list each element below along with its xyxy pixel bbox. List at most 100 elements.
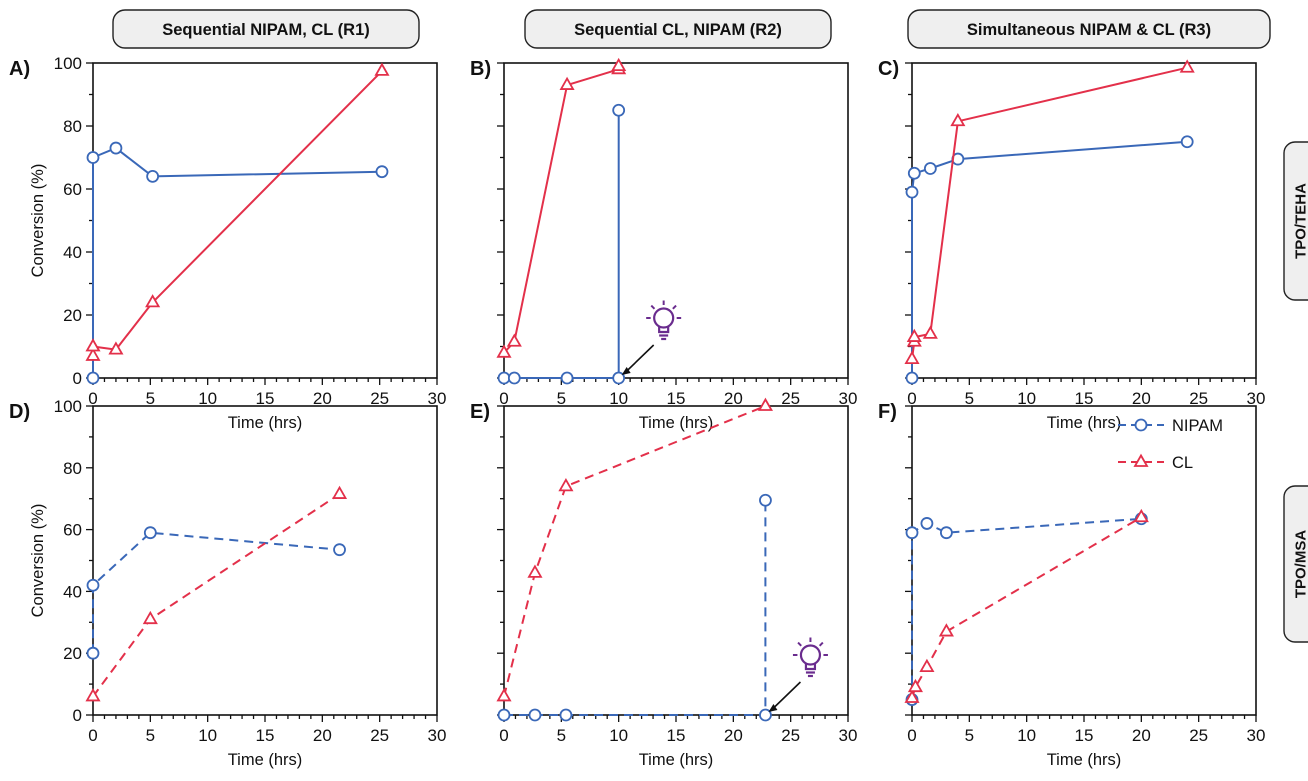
- y-tick-label: 80: [63, 117, 82, 136]
- x-tick-label: 20: [1132, 389, 1151, 408]
- series-nipam: [86, 141, 389, 385]
- x-tick-label: 0: [499, 389, 508, 408]
- panel-label: C): [878, 58, 899, 80]
- series-line-cl: [503, 405, 766, 697]
- x-tick-label: 15: [256, 726, 275, 745]
- data-point-nipam: [923, 162, 937, 175]
- row-label-teha: TPO/TEHA: [1283, 141, 1308, 301]
- x-tick-label: 25: [1189, 726, 1208, 745]
- y-axis-label: Conversion (%): [29, 504, 47, 618]
- annotation-arrowhead: [768, 704, 778, 712]
- x-tick-label: 0: [88, 389, 97, 408]
- x-tick-label: 15: [1075, 389, 1094, 408]
- light-bulb-ray: [818, 641, 824, 647]
- x-tick-label: 5: [557, 726, 566, 745]
- data-point-nipam: [86, 578, 100, 592]
- data-point-nipam: [560, 371, 574, 385]
- series-line-nipam: [92, 531, 340, 654]
- y-tick-label: 100: [54, 397, 82, 416]
- data-point-cl: [922, 325, 938, 339]
- y-tick-label: 20: [63, 306, 82, 325]
- series-cl: [496, 57, 627, 358]
- y-tick-label: 40: [63, 582, 82, 601]
- data-point-nipam: [905, 371, 919, 385]
- data-point-cl: [938, 623, 954, 637]
- x-tick-label: 30: [1247, 726, 1266, 745]
- x-tick-label: 10: [1017, 389, 1036, 408]
- data-point-nipam: [146, 169, 160, 183]
- data-point-cl: [906, 328, 922, 342]
- annotation-arrowhead: [621, 367, 631, 375]
- data-point-nipam: [940, 526, 953, 540]
- legend-cl-marker: [1133, 453, 1149, 467]
- data-point-nipam: [497, 371, 511, 385]
- x-tick-label: 10: [609, 389, 628, 408]
- data-point-nipam: [759, 708, 772, 722]
- data-point-nipam: [612, 103, 626, 117]
- x-tick-label: 5: [557, 389, 566, 408]
- column-header-r2: Sequential CL, NIPAM (R2): [524, 9, 832, 49]
- data-point-cl: [506, 333, 522, 347]
- y-tick-label: 100: [54, 54, 82, 73]
- data-point-nipam: [905, 526, 919, 540]
- data-point-nipam: [907, 166, 921, 180]
- series-nipam: [86, 526, 346, 660]
- data-point-cl: [904, 350, 920, 364]
- row-label-teha-text: TPO/TEHA: [1293, 183, 1308, 259]
- y-tick-label: 60: [63, 180, 82, 199]
- data-point-nipam: [86, 371, 100, 385]
- data-point-cl: [142, 610, 158, 625]
- panel-e: 0 5 10 15 20 25 30 Time (hrs) E): [470, 397, 857, 769]
- panel-label: D): [9, 401, 30, 423]
- annotation-arrow: [769, 681, 801, 712]
- row-label-msa: TPO/MSA: [1283, 485, 1308, 643]
- data-point-cl: [85, 338, 101, 352]
- series-cl: [904, 508, 1149, 703]
- y-tick-label: 80: [63, 459, 82, 478]
- data-point-cl: [496, 344, 512, 358]
- light-bulb-ray: [797, 641, 802, 647]
- column-header-r2-text: Sequential CL, NIPAM (R2): [574, 21, 782, 39]
- column-header-r1: Sequential NIPAM, CL (R1): [112, 9, 420, 49]
- data-point-cl: [1133, 508, 1149, 523]
- column-header-r3-text: Simultaneous NIPAM & CL (R3): [967, 21, 1211, 39]
- data-point-cl: [558, 478, 574, 492]
- panel-label: E): [470, 401, 490, 423]
- light-bulb-icon: [646, 300, 682, 341]
- data-point-nipam: [612, 371, 626, 385]
- x-tick-label: 15: [667, 389, 686, 408]
- data-point-cl: [331, 485, 348, 499]
- series-nipam: [905, 135, 1194, 385]
- x-tick-label: 10: [198, 389, 217, 408]
- data-point-nipam: [528, 708, 542, 722]
- x-tick-label: 0: [499, 726, 508, 745]
- panel-label: F): [878, 401, 897, 423]
- data-point-cl: [950, 112, 966, 127]
- y-tick-label: 60: [63, 521, 82, 540]
- data-point-cl: [145, 294, 161, 308]
- x-tick-label: 10: [1017, 726, 1036, 745]
- x-tick-label: 20: [724, 726, 743, 745]
- y-tick-label: 0: [73, 706, 82, 725]
- series-cl: [85, 62, 390, 361]
- column-header-r3: Simultaneous NIPAM & CL (R3): [907, 9, 1271, 49]
- x-tick-label: 25: [370, 726, 389, 745]
- series-nipam: [497, 103, 626, 385]
- x-tick-label: 10: [198, 726, 217, 745]
- x-axis-label: Time (hrs): [639, 751, 714, 769]
- panel-b: 0 5 10 15 20 25 30 Time (hrs) B): [470, 57, 858, 432]
- x-tick-label: 25: [1189, 389, 1208, 408]
- x-axis-label: Time (hrs): [639, 414, 714, 432]
- panel-c: 0 5 10 15 20 25 30 Time (hrs) C): [878, 58, 1265, 432]
- legend-nipam-marker: [1134, 418, 1148, 432]
- x-axis-label: Time (hrs): [1047, 751, 1122, 769]
- x-tick-label: 30: [839, 389, 858, 408]
- annotation-arrow: [623, 344, 655, 375]
- data-point-cl: [757, 397, 773, 411]
- x-tick-label: 10: [609, 726, 628, 745]
- panel-label: B): [470, 58, 491, 80]
- data-point-cl: [1179, 59, 1195, 73]
- annotation: [621, 300, 682, 375]
- data-point-cl: [611, 57, 627, 72]
- light-bulb-globe: [653, 307, 675, 329]
